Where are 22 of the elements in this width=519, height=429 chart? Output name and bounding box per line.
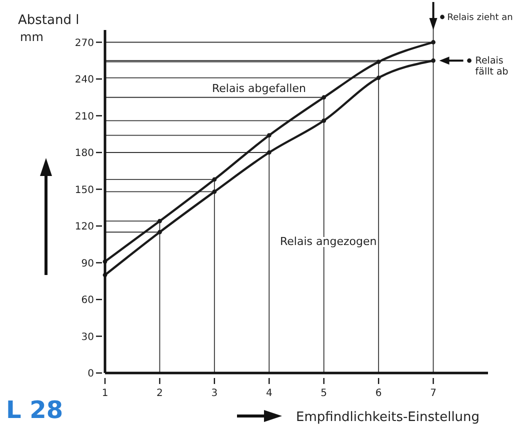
x-tick-label: 1 — [102, 388, 108, 399]
annotation: Relais abgefallen — [212, 82, 306, 95]
y-tick-label: 30 — [81, 332, 94, 343]
y-tick-label: 90 — [81, 258, 94, 270]
x-tick-label: 6 — [375, 388, 382, 399]
x-axis-title: Empfindlichkeits-Einstellung — [296, 410, 480, 425]
y-tick-label: 150 — [74, 184, 94, 196]
x-tick-label: 5 — [320, 388, 328, 399]
y-tick-label: 180 — [74, 148, 94, 159]
y-tick-label: 270 — [74, 38, 94, 49]
y-tick-label: 0 — [88, 368, 94, 380]
y-tick-label: 210 — [74, 111, 94, 122]
x-tick-label: 2 — [156, 388, 163, 399]
text: L 28 — [6, 396, 64, 424]
legend-label: Relais fällt ab — [475, 56, 508, 78]
legend-label: Relais zieht an — [447, 13, 513, 23]
y-tick-label: 120 — [74, 222, 94, 232]
x-tick-label: 4 — [266, 388, 272, 399]
y-tick-label: 240 — [74, 74, 94, 86]
x-tick-label: 3 — [211, 388, 218, 399]
y-tick-label: 60 — [81, 295, 94, 306]
x-tick-label: 7 — [430, 388, 436, 399]
